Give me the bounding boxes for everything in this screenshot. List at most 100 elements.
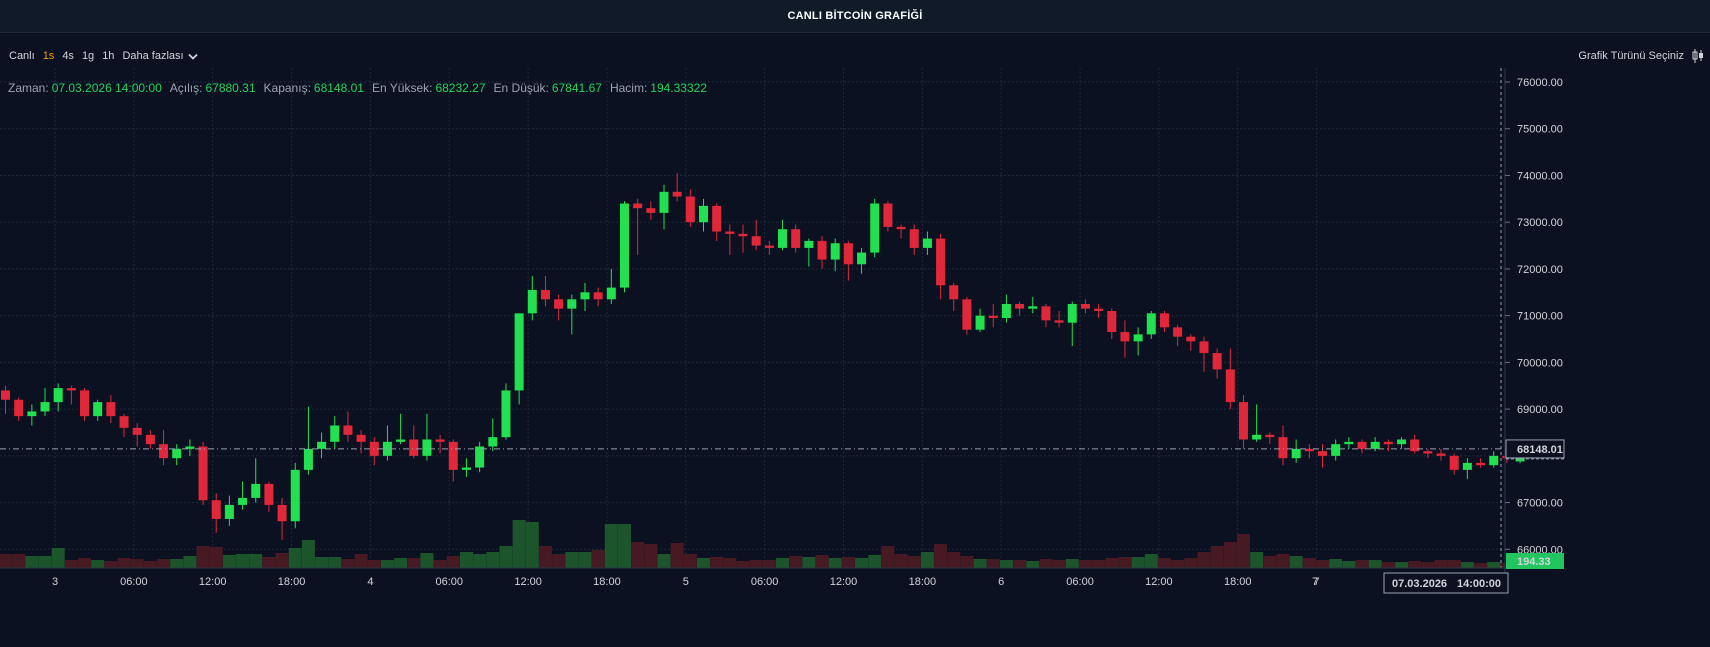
candle-body[interactable]	[1, 390, 10, 400]
candle-body[interactable]	[659, 191, 669, 213]
candle-body[interactable]	[172, 448, 182, 459]
candle-body[interactable]	[712, 205, 722, 232]
candle-body[interactable]	[672, 191, 682, 197]
candle-body[interactable]	[1159, 313, 1169, 328]
candle-body[interactable]	[896, 226, 906, 230]
candle-body[interactable]	[290, 469, 300, 522]
candle-body[interactable]	[1357, 441, 1367, 449]
candle-body[interactable]	[527, 289, 537, 314]
candle-body[interactable]	[461, 467, 471, 470]
candle-body[interactable]	[646, 208, 656, 213]
candle-body[interactable]	[988, 315, 998, 318]
candle-body[interactable]	[1410, 439, 1420, 452]
candle-body[interactable]	[1489, 455, 1499, 466]
candle-body[interactable]	[317, 441, 327, 449]
candle-body[interactable]	[435, 439, 445, 442]
candle-body[interactable]	[185, 446, 195, 449]
candle-body[interactable]	[1383, 441, 1393, 445]
candle-body[interactable]	[580, 292, 590, 300]
candle-body[interactable]	[857, 252, 867, 265]
candle-body[interactable]	[1397, 439, 1407, 445]
candle-body[interactable]	[830, 243, 840, 260]
chart-type-selector[interactable]: Grafik Türünü Seçiniz	[1578, 32, 1704, 80]
candle-body[interactable]	[27, 411, 37, 417]
candle-body[interactable]	[817, 240, 827, 260]
candle-body[interactable]	[251, 483, 261, 498]
candle-body[interactable]	[962, 299, 972, 330]
candle-body[interactable]	[1449, 455, 1459, 470]
candle-body[interactable]	[843, 243, 853, 265]
candle-body[interactable]	[1318, 451, 1327, 456]
candle-body[interactable]	[14, 399, 24, 417]
candle-body[interactable]	[303, 448, 313, 470]
candle-body[interactable]	[277, 504, 287, 522]
timeframe-1s[interactable]: 1s	[42, 50, 55, 62]
candle-body[interactable]	[382, 441, 392, 456]
candle-body[interactable]	[132, 427, 142, 435]
candle-body[interactable]	[949, 285, 959, 300]
candle-body[interactable]	[751, 236, 761, 246]
candle-body[interactable]	[1238, 402, 1248, 440]
candle-body[interactable]	[106, 402, 116, 417]
candle-body[interactable]	[53, 388, 63, 403]
candle-body[interactable]	[119, 416, 129, 428]
candle-body[interactable]	[1331, 444, 1341, 456]
timeframe-1h[interactable]: 1h	[102, 50, 115, 62]
candle-body[interactable]	[1054, 320, 1064, 323]
candle-body[interactable]	[1028, 306, 1038, 309]
candle-body[interactable]	[1278, 437, 1288, 459]
candle-body[interactable]	[1120, 332, 1130, 342]
candle-body[interactable]	[909, 229, 919, 248]
candle-body[interactable]	[725, 231, 735, 234]
candle-body[interactable]	[488, 437, 498, 447]
candle-body[interactable]	[936, 238, 946, 286]
candle-body[interactable]	[514, 313, 524, 391]
candle-body[interactable]	[369, 441, 379, 456]
candle-body[interactable]	[211, 500, 221, 519]
candle-body[interactable]	[1001, 303, 1011, 318]
candle-body[interactable]	[330, 425, 340, 442]
candle-body[interactable]	[540, 289, 550, 300]
candle-body[interactable]	[593, 292, 603, 300]
candle-body[interactable]	[159, 444, 169, 459]
candle-body[interactable]	[198, 446, 208, 501]
timeframe-1g[interactable]: 1g	[81, 50, 95, 62]
candle-body[interactable]	[554, 299, 564, 309]
candle-body[interactable]	[1146, 313, 1156, 335]
candle-body[interactable]	[633, 203, 643, 209]
candle-body[interactable]	[1067, 303, 1077, 323]
live-button[interactable]: Canlı	[9, 50, 35, 62]
candle-body[interactable]	[40, 402, 50, 412]
candle-body[interactable]	[606, 287, 616, 300]
candle-body[interactable]	[1133, 334, 1143, 342]
candle-body[interactable]	[93, 402, 103, 417]
candle-body[interactable]	[619, 203, 629, 288]
candle-body[interactable]	[80, 390, 90, 417]
candle-body[interactable]	[870, 203, 880, 253]
candle-body[interactable]	[1186, 336, 1196, 342]
candle-body[interactable]	[356, 434, 366, 442]
candle-body[interactable]	[778, 229, 788, 248]
candle-body[interactable]	[264, 483, 274, 505]
candle-body[interactable]	[1015, 303, 1025, 309]
candle-body[interactable]	[1423, 451, 1433, 454]
candle-body[interactable]	[1252, 434, 1262, 440]
candle-body[interactable]	[422, 439, 432, 456]
candle-body[interactable]	[791, 229, 801, 248]
candle-body[interactable]	[764, 245, 774, 248]
more-timeframes-dropdown[interactable]: Daha fazlası	[122, 50, 198, 62]
candle-body[interactable]	[883, 203, 893, 227]
candle-body[interactable]	[699, 205, 709, 223]
candle-body[interactable]	[1212, 353, 1222, 370]
candle-body[interactable]	[1304, 448, 1314, 452]
candle-body[interactable]	[396, 439, 406, 442]
candle-body[interactable]	[66, 388, 76, 391]
candle-body[interactable]	[1291, 448, 1301, 459]
candle-body[interactable]	[1370, 441, 1380, 449]
candle-body[interactable]	[738, 233, 748, 237]
candle-body[interactable]	[238, 497, 248, 505]
candle-body[interactable]	[409, 439, 419, 456]
candle-body[interactable]	[804, 240, 814, 248]
candle-body[interactable]	[1041, 306, 1051, 321]
